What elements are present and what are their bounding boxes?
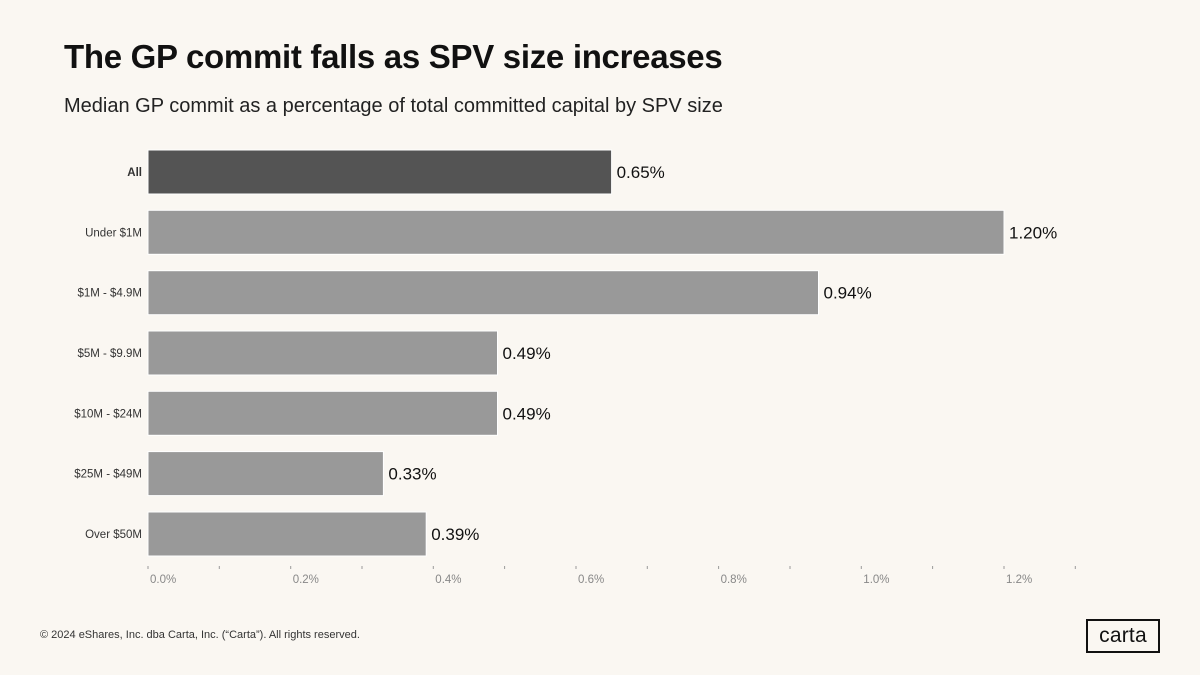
category-label: Over $50M	[85, 529, 142, 541]
x-tick-label: 0.6%	[578, 574, 604, 586]
data-label: 0.33%	[388, 465, 436, 484]
x-tick-label: 1.2%	[1006, 574, 1032, 586]
category-label: $5M - $9.9M	[77, 348, 142, 360]
bar	[147, 149, 613, 195]
category-label: $25M - $49M	[74, 469, 142, 481]
x-tick-label: 1.0%	[863, 574, 889, 586]
data-label: 1.20%	[1009, 223, 1057, 242]
category-label: $10M - $24M	[74, 408, 142, 420]
bar	[147, 451, 384, 497]
copyright-notice: © 2024 eShares, Inc. dba Carta, Inc. (“C…	[40, 629, 360, 641]
bar	[147, 330, 498, 376]
category-label: $1M - $4.9M	[77, 288, 142, 300]
carta-logo: carta	[1086, 619, 1160, 653]
data-label: 0.49%	[503, 344, 551, 363]
data-label: 0.94%	[824, 284, 872, 303]
bar	[147, 511, 427, 557]
bar	[147, 390, 498, 436]
x-tick-label: 0.0%	[150, 574, 176, 586]
data-label: 0.49%	[503, 404, 551, 423]
data-label: 0.39%	[431, 525, 479, 544]
chart-subtitle: Median GP commit as a percentage of tota…	[64, 95, 723, 117]
x-tick-label: 0.2%	[293, 574, 319, 586]
data-label: 0.65%	[617, 163, 665, 182]
category-label: Under $1M	[85, 227, 142, 239]
chart-title: The GP commit falls as SPV size increase…	[64, 38, 723, 75]
bar	[147, 270, 819, 316]
bar	[147, 209, 1005, 255]
x-tick-label: 0.8%	[721, 574, 747, 586]
category-label: All	[127, 167, 142, 179]
x-tick-label: 0.4%	[435, 574, 461, 586]
